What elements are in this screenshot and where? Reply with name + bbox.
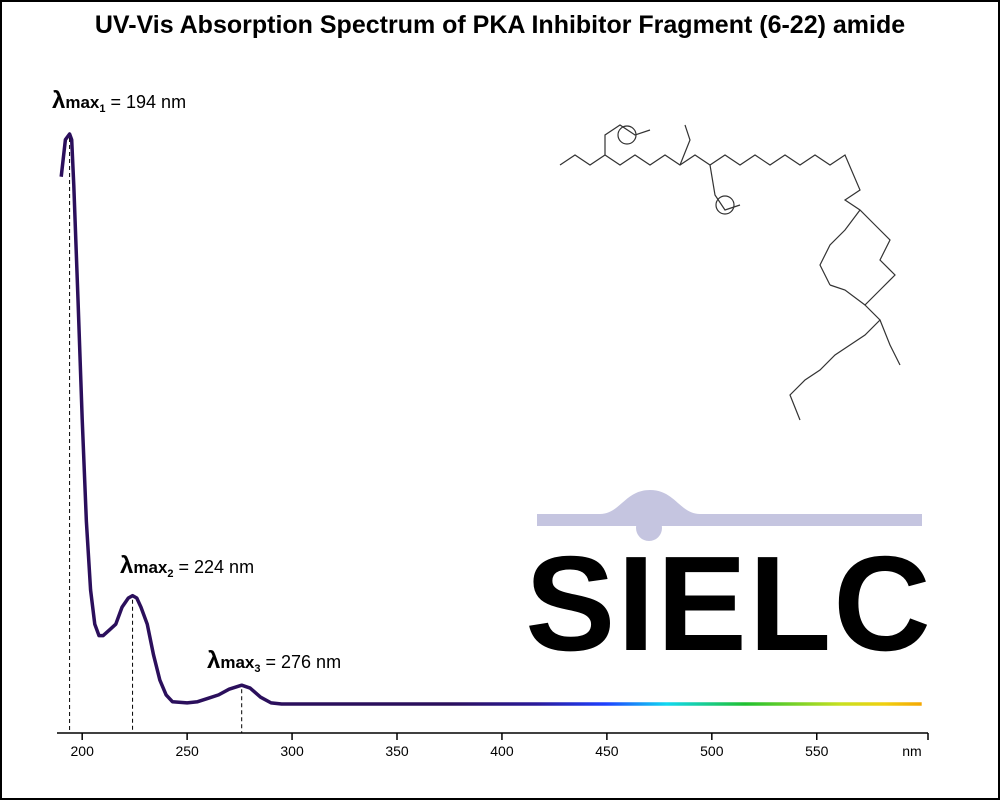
peak-label-text: = 224 nm	[179, 557, 255, 577]
x-tick-label: 200	[71, 743, 95, 759]
x-tick-label: 450	[595, 743, 619, 759]
x-tick-label: 300	[280, 743, 304, 759]
x-axis-label: nm	[902, 743, 921, 759]
x-tick-label: 550	[805, 743, 829, 759]
peak-label-index: 2	[167, 568, 173, 580]
spectrum-line	[59, 132, 922, 706]
peak-label-index: 3	[254, 663, 260, 675]
peak-label-symbol: λ	[120, 552, 133, 579]
peak-label: λmax2 = 224 nm	[120, 552, 254, 580]
peak-label-sub: max	[220, 653, 255, 672]
peak-label-text: = 276 nm	[266, 652, 342, 672]
watermark-text: SIELC	[525, 528, 933, 679]
peak-label-symbol: λ	[52, 87, 65, 114]
chart-title: UV-Vis Absorption Spectrum of PKA Inhibi…	[95, 11, 905, 39]
peak-label: λmax3 = 276 nm	[207, 647, 341, 675]
peak-label: λmax1 = 194 nm	[52, 87, 186, 115]
x-tick-label: 350	[385, 743, 409, 759]
x-tick-label: 500	[700, 743, 724, 759]
watermark: SIELC	[525, 490, 933, 679]
peak-label-sub: max	[133, 558, 168, 577]
x-tick-label: 400	[490, 743, 514, 759]
peak-label-index: 1	[99, 103, 105, 115]
x-tick-label: 250	[175, 743, 199, 759]
molecule-structure	[559, 124, 901, 421]
peak-label-text: = 194 nm	[111, 92, 187, 112]
peak-label-symbol: λ	[207, 647, 220, 674]
peak-label-sub: max	[65, 93, 100, 112]
